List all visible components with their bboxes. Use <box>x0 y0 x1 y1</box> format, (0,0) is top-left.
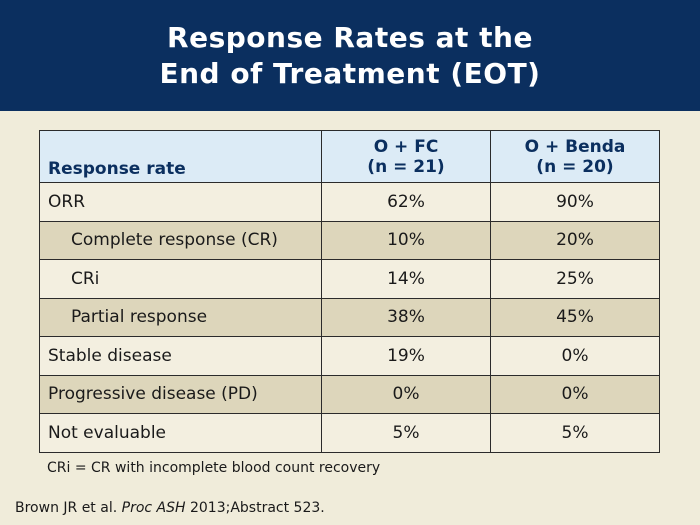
row-label: CRi <box>39 259 322 299</box>
citation-journal: Proc ASH <box>121 500 186 516</box>
value-o-benda: 0% <box>490 336 660 376</box>
slide-title-line-2: End of Treatment (EOT) <box>159 56 541 90</box>
value-o-fc: 38% <box>321 297 491 337</box>
column-header-o-benda: O + Benda (n = 20) <box>490 130 660 183</box>
column-header-o-fc-name: O + FC <box>373 136 439 157</box>
value-o-fc: 19% <box>321 336 491 376</box>
table-row: CRi 14% 25% <box>39 259 660 299</box>
column-header-o-fc-n: (n = 21) <box>367 156 445 177</box>
citation-authors: Brown JR et al. <box>15 500 118 516</box>
table-body: ORR 62% 90% Complete response (CR) 10% 20% CRi… <box>39 182 660 453</box>
value-o-fc: 62% <box>321 182 491 222</box>
value-o-benda: 45% <box>490 297 660 337</box>
table-row: Not evaluable 5% 5% <box>39 413 660 453</box>
slide-title-line-1: Response Rates at the <box>167 20 533 54</box>
table-row: Complete response (CR) 10% 20% <box>39 220 660 260</box>
value-o-benda: 90% <box>490 182 660 222</box>
response-table-container: Response rate O + FC (n = 21) O + Benda … <box>39 130 660 453</box>
value-o-fc: 5% <box>321 413 491 453</box>
row-label: Stable disease <box>39 336 322 376</box>
column-header-o-benda-n: (n = 20) <box>536 156 614 177</box>
citation-details: 2013;Abstract 523. <box>189 500 325 516</box>
row-label: Progressive disease (PD) <box>39 374 322 414</box>
table-row: Partial response 38% 45% <box>39 297 660 337</box>
value-o-fc: 10% <box>321 220 491 260</box>
value-o-fc: 0% <box>321 374 491 414</box>
row-label: ORR <box>39 182 322 222</box>
response-rate-table: Response rate O + FC (n = 21) O + Benda … <box>39 130 660 453</box>
row-label: Complete response (CR) <box>39 220 322 260</box>
column-header-o-benda-name: O + Benda <box>524 136 626 157</box>
row-label: Not evaluable <box>39 413 322 453</box>
column-header-o-fc: O + FC (n = 21) <box>321 130 491 183</box>
table-row: ORR 62% 90% <box>39 182 660 222</box>
column-header-response-rate: Response rate <box>39 130 322 183</box>
table-row: Stable disease 19% 0% <box>39 336 660 376</box>
footnote: CRi = CR with incomplete blood count rec… <box>47 460 381 476</box>
table-row: Progressive disease (PD) 0% 0% <box>39 374 660 414</box>
value-o-fc: 14% <box>321 259 491 299</box>
table-header-row: Response rate O + FC (n = 21) O + Benda … <box>39 130 660 183</box>
value-o-benda: 25% <box>490 259 660 299</box>
value-o-benda: 5% <box>490 413 660 453</box>
value-o-benda: 0% <box>490 374 660 414</box>
value-o-benda: 20% <box>490 220 660 260</box>
citation: Brown JR et al. Proc ASH 2013;Abstract 5… <box>15 500 325 516</box>
row-label: Partial response <box>39 297 322 337</box>
slide-header: Response Rates at the End of Treatment (… <box>0 0 700 111</box>
